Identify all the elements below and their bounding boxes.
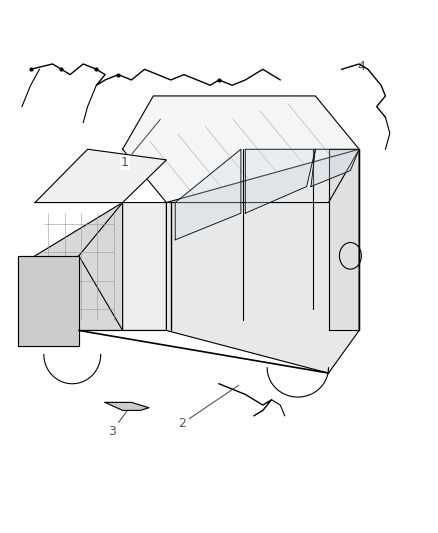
Polygon shape xyxy=(105,402,149,410)
Text: 3: 3 xyxy=(108,407,130,438)
Polygon shape xyxy=(35,203,123,330)
Polygon shape xyxy=(245,149,315,213)
Polygon shape xyxy=(35,149,166,203)
Text: 1: 1 xyxy=(121,119,160,169)
Text: 2: 2 xyxy=(178,385,239,430)
Polygon shape xyxy=(166,149,359,373)
Polygon shape xyxy=(328,149,359,330)
Polygon shape xyxy=(18,256,79,346)
Polygon shape xyxy=(311,149,359,187)
Polygon shape xyxy=(175,149,241,240)
Polygon shape xyxy=(123,96,359,203)
Polygon shape xyxy=(79,203,166,330)
Text: 4: 4 xyxy=(357,60,368,73)
